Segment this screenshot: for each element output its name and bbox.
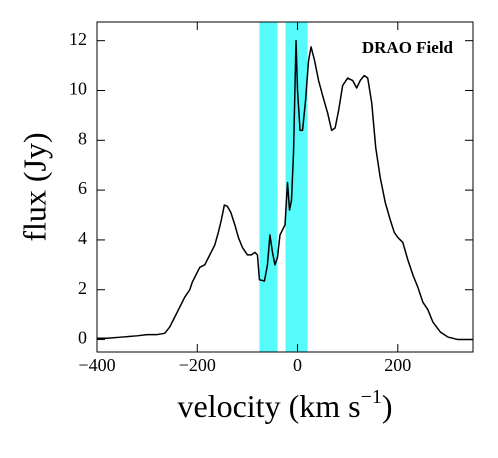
y-tick-label: 0 [78,328,87,348]
shaded-span [285,22,308,352]
y-tick-label: 2 [78,278,87,298]
x-tick-label: 200 [384,355,411,375]
x-label-sup: −1 [361,386,382,408]
y-axis-label: flux (Jy) [16,132,52,241]
x-tick-label: −400 [78,355,115,375]
x-axis-label: velocity (km s−1) [177,386,392,425]
frame [96,21,474,353]
annotation: DRAO Field [362,38,454,57]
shaded-span [259,22,278,352]
x-tick-label: −200 [179,355,216,375]
line-series [97,39,473,341]
plot [97,39,473,341]
x-tick-label: 0 [293,355,302,375]
spans [259,22,308,352]
y-tick-label: 10 [69,79,87,99]
y-tick-label: 12 [69,29,87,49]
x-label-end: ) [382,388,393,424]
x-label-main: velocity (km s [177,388,360,424]
y-tick-label: 4 [78,228,87,248]
y-tick-label: 6 [78,178,87,198]
y-tick-label: 8 [78,128,87,148]
